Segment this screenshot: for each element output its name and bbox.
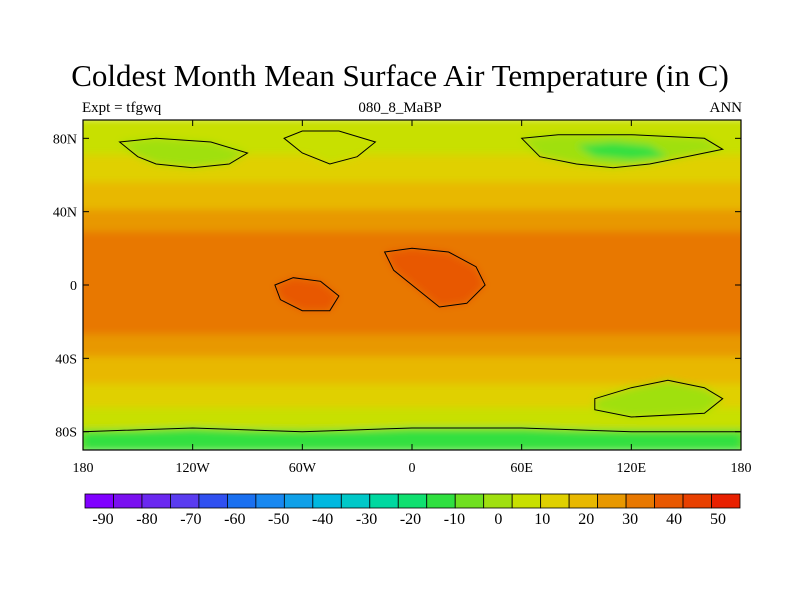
subtitle-experiment: Expt = tfgwq bbox=[82, 100, 162, 116]
colorbar-swatch bbox=[540, 493, 570, 509]
colorbar-label: -10 bbox=[444, 511, 465, 528]
colorbar-swatch bbox=[113, 493, 143, 509]
colorbar: -90 -80 -70 -60 -50 -40 -30 -20 -10 0 10 20 30 40 50 bbox=[84, 493, 741, 528]
colorbar-label: 30 bbox=[622, 511, 638, 528]
colorbar-label: 50 bbox=[710, 511, 726, 528]
y-tick-label: 0 bbox=[70, 279, 77, 294]
colorbar-swatch bbox=[226, 493, 257, 509]
zonal-band-7 bbox=[83, 310, 741, 339]
region-north-america-cold bbox=[119, 138, 248, 168]
region-siberia-cold-core bbox=[576, 142, 668, 161]
coastline-south-america-hot bbox=[274, 277, 340, 312]
zonal-band-9 bbox=[83, 356, 741, 388]
zonal-band-3 bbox=[83, 182, 741, 214]
colorbar-swatch bbox=[397, 493, 428, 509]
colorbar-swatch bbox=[283, 493, 314, 509]
zonal-band-8 bbox=[83, 334, 741, 361]
colorbar-label: -80 bbox=[136, 511, 157, 528]
temperature-field bbox=[83, 120, 741, 450]
colorbar-swatch bbox=[340, 493, 371, 509]
colorbar-swatch bbox=[141, 493, 171, 509]
colorbar-swatch bbox=[597, 493, 627, 509]
subtitle-season: ANN bbox=[709, 100, 743, 116]
coastline-antarctica-cold bbox=[83, 427, 741, 450]
colorbar-swatch bbox=[312, 493, 342, 509]
y-tick-label: 80N bbox=[53, 132, 77, 147]
x-tick-label: 120E bbox=[617, 461, 647, 476]
x-tick-label: 0 bbox=[409, 461, 416, 476]
coastline-australia-antarctica-cold bbox=[594, 379, 724, 418]
region-greenland-cold bbox=[284, 131, 376, 164]
colorbar-label: -60 bbox=[224, 511, 245, 528]
colorbar-swatch bbox=[426, 493, 456, 509]
coastline-greenland-cold bbox=[283, 130, 377, 165]
x-tick-label: 120W bbox=[176, 461, 211, 476]
colorbar-swatch bbox=[170, 493, 200, 509]
colorbar-swatch bbox=[84, 493, 114, 509]
x-tick-label: 180 bbox=[731, 461, 752, 476]
colorbar-label: -40 bbox=[312, 511, 333, 528]
subtitle-period: 080_8_MaBP bbox=[358, 100, 442, 116]
x-tick-label: 180 bbox=[73, 461, 94, 476]
region-south-america-hot bbox=[274, 277, 339, 311]
y-tick-label: 40N bbox=[53, 206, 77, 221]
colorbar-label: 40 bbox=[666, 511, 682, 528]
colorbar-label: -20 bbox=[400, 511, 421, 528]
zonal-band-4 bbox=[83, 209, 741, 236]
colorbar-label: -90 bbox=[92, 511, 113, 528]
x-tick-label: 60W bbox=[289, 461, 317, 476]
colorbar-label: 10 bbox=[534, 511, 550, 528]
coastlines bbox=[83, 130, 741, 450]
colorbar-swatch bbox=[568, 493, 599, 509]
y-tick-label: 40S bbox=[55, 352, 77, 367]
chart-title: Coldest Month Mean Surface Air Temperatu… bbox=[71, 58, 729, 93]
axes: 180 120W 60W 0 60E 120E 180 80N 40N 0 40S 80S bbox=[53, 120, 752, 476]
zonal-band-0 bbox=[83, 120, 741, 137]
colorbar-label: 0 bbox=[494, 511, 502, 528]
colorbar-swatch bbox=[511, 493, 542, 509]
colorbar-swatch bbox=[369, 493, 399, 509]
colorbar-swatch bbox=[654, 493, 684, 509]
region-antarctica-cold bbox=[83, 428, 741, 450]
coastline-africa-hot bbox=[383, 247, 486, 308]
colorbar-label: -50 bbox=[268, 511, 289, 528]
colorbar-swatch bbox=[454, 493, 485, 509]
y-tick-label: 80S bbox=[55, 426, 77, 441]
colorbar-label: -30 bbox=[356, 511, 377, 528]
coastline-eurasia-cold bbox=[520, 134, 725, 169]
colorbar-label: -70 bbox=[180, 511, 201, 528]
colorbar-swatch bbox=[625, 493, 655, 509]
colorbar-swatch bbox=[255, 493, 285, 509]
colorbar-label: 20 bbox=[578, 511, 594, 528]
colorbar-swatch bbox=[483, 493, 513, 509]
colorbar-swatch bbox=[711, 493, 741, 509]
coastline-north-america-cold bbox=[118, 137, 249, 169]
region-africa-hot bbox=[384, 248, 486, 307]
colorbar-swatch bbox=[198, 493, 228, 509]
x-tick-label: 60E bbox=[510, 461, 533, 476]
colorbar-swatch bbox=[682, 493, 712, 509]
